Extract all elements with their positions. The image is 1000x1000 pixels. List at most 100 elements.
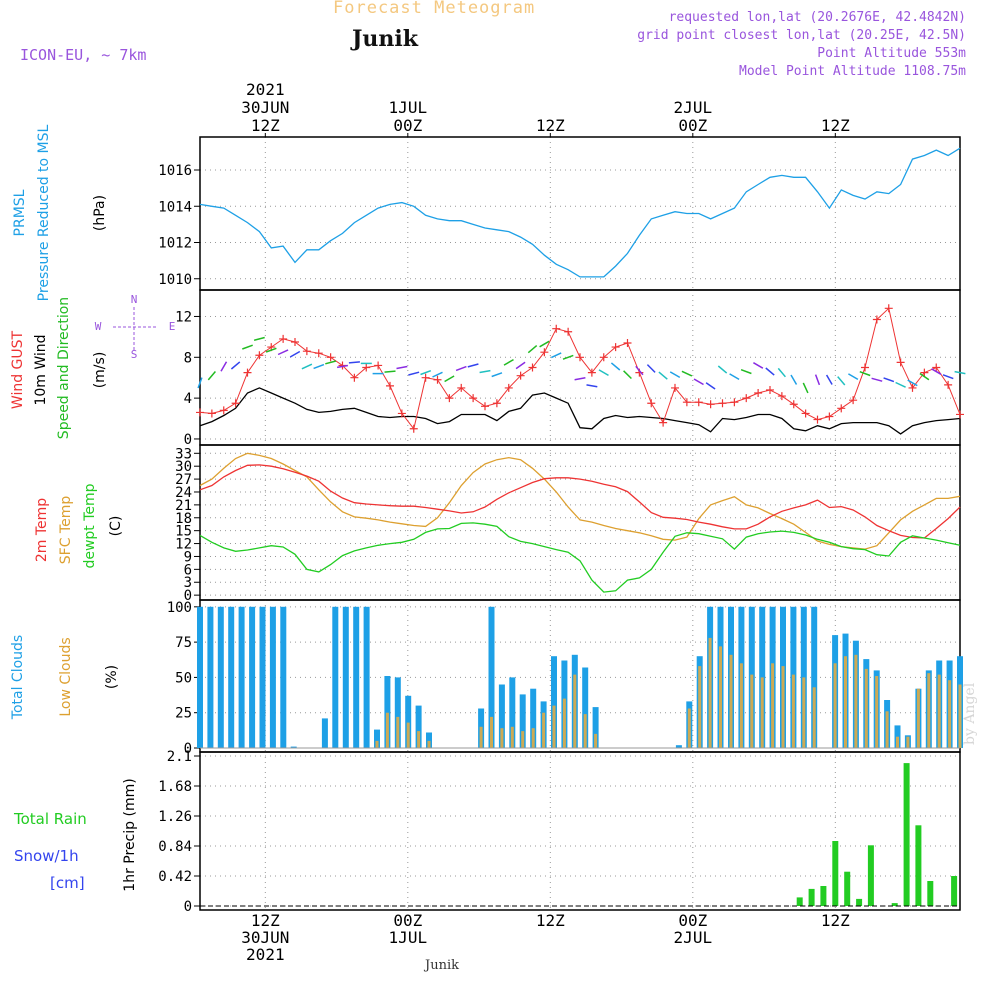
gust-marker bbox=[694, 398, 703, 407]
gust-marker bbox=[896, 358, 905, 367]
gust-marker bbox=[825, 412, 834, 421]
precip-frame bbox=[199, 751, 961, 911]
gust-marker bbox=[469, 394, 478, 403]
total-cloud-bar bbox=[498, 684, 505, 748]
pressure-ytick-label: 1012 bbox=[158, 236, 192, 252]
gust-marker bbox=[766, 385, 774, 394]
wind-barb bbox=[586, 384, 598, 388]
wind-barb bbox=[635, 365, 644, 376]
bottom-axis-label: 12Z bbox=[251, 911, 280, 930]
total-cloud-bar bbox=[269, 606, 276, 748]
total-cloud-bar bbox=[321, 718, 328, 748]
gust-marker bbox=[504, 383, 513, 392]
total-cloud-bar bbox=[415, 705, 422, 748]
wind-barb bbox=[883, 377, 895, 383]
wind-barb bbox=[658, 371, 668, 380]
total-cloud-bar bbox=[228, 606, 235, 748]
clouds-ytick-label: 50 bbox=[175, 670, 192, 686]
temperature-ytick-label: 9 bbox=[184, 549, 192, 565]
gust-marker bbox=[302, 347, 311, 356]
top-axis-label: 30JUN bbox=[241, 98, 289, 117]
low-cloud-bar bbox=[781, 666, 785, 748]
low-cloud-bar bbox=[948, 680, 952, 748]
gust-marker bbox=[552, 324, 561, 333]
wind-barb bbox=[348, 361, 360, 364]
low-cloud-bar bbox=[854, 654, 858, 748]
pressure-label: PRMSL bbox=[12, 189, 28, 236]
wind-barb bbox=[895, 381, 906, 388]
total-cloud-bar bbox=[426, 732, 432, 748]
total-cloud-bar bbox=[249, 606, 256, 748]
bottom-axis-label: 2JUL bbox=[674, 928, 713, 947]
total-cloud-bar bbox=[509, 677, 516, 748]
wind-barb bbox=[753, 362, 764, 369]
wind-barb bbox=[705, 382, 716, 390]
low-cloud-bar bbox=[760, 677, 764, 748]
wind-barb bbox=[574, 377, 586, 381]
gust-marker bbox=[516, 371, 525, 380]
snow-unit-label: [cm] bbox=[50, 874, 85, 892]
low-cloud-bar bbox=[417, 731, 421, 748]
wind-barb bbox=[598, 369, 609, 377]
gust-marker bbox=[433, 375, 442, 384]
low-cloud-bar bbox=[708, 637, 712, 748]
precip-bar bbox=[820, 886, 827, 906]
total-cloud-bar bbox=[675, 745, 682, 748]
wind-barb bbox=[610, 362, 621, 371]
wind-barb bbox=[491, 372, 503, 378]
clouds-ytick-label: 100 bbox=[167, 600, 192, 616]
total-cloud-bar bbox=[488, 606, 495, 748]
low-cloud-bar bbox=[791, 674, 795, 748]
wind-barb bbox=[503, 358, 514, 366]
low-cloud-bar bbox=[562, 698, 566, 748]
gust-marker bbox=[944, 380, 953, 389]
precip-ytick-label: 0.84 bbox=[158, 839, 192, 855]
gust-marker bbox=[291, 337, 299, 346]
low-cloud-bar bbox=[802, 677, 806, 748]
wind-barb bbox=[931, 368, 942, 375]
pressure-ytick-label: 1010 bbox=[158, 272, 192, 288]
wind-barb bbox=[230, 361, 241, 370]
temperature-ytick-label: 12 bbox=[175, 537, 192, 553]
wind-barb bbox=[325, 360, 337, 365]
total-cloud-bar bbox=[394, 677, 401, 748]
pressure-frame bbox=[199, 136, 961, 291]
pressure-ytick-label: 1016 bbox=[158, 163, 192, 179]
pressure-ytick-label: 1014 bbox=[158, 199, 192, 215]
low-cloud-bar bbox=[510, 726, 514, 748]
low-cloud-label: Low Clouds bbox=[58, 637, 74, 716]
total-cloud-bar bbox=[374, 729, 380, 748]
precip-ytick-label: 2.1 bbox=[167, 749, 192, 765]
pressure-unit: (hPa) bbox=[92, 195, 108, 231]
gust-marker bbox=[956, 410, 964, 419]
clouds-ytick-label: 0 bbox=[184, 741, 192, 757]
bottom-axis-label: 00Z bbox=[678, 911, 707, 930]
footer-location: Junik bbox=[425, 958, 459, 973]
gust-marker bbox=[884, 304, 893, 313]
gust-marker bbox=[599, 353, 608, 362]
bottom-axis-label: 12Z bbox=[821, 911, 850, 930]
gust-marker bbox=[932, 363, 941, 372]
gust-marker bbox=[742, 394, 751, 403]
gust-marker bbox=[789, 400, 798, 409]
total-cloud-bar bbox=[519, 694, 526, 748]
total-cloud-bar bbox=[363, 606, 370, 748]
low-cloud-bar bbox=[427, 740, 431, 748]
gust-label: Wind GUST bbox=[10, 330, 26, 409]
bottom-axis-label: 2021 bbox=[246, 945, 285, 964]
top-axis-label: 2021 bbox=[246, 80, 285, 99]
temperature-ytick-label: 0 bbox=[184, 588, 192, 604]
gust-marker bbox=[409, 424, 418, 433]
compass-label: N bbox=[131, 293, 138, 306]
pressure-label: Pressure Reduced to MSL bbox=[36, 124, 52, 301]
temperature-ytick-label: 33 bbox=[175, 446, 192, 462]
total-cloud-bar bbox=[259, 606, 266, 748]
top-axis-label: 1JUL bbox=[389, 98, 428, 117]
temp-unit: (C) bbox=[108, 516, 124, 537]
wind-barb bbox=[207, 371, 216, 381]
gust-marker bbox=[196, 408, 204, 417]
gust-marker bbox=[861, 363, 869, 372]
wind-barb bbox=[455, 365, 467, 372]
total-cloud-bar bbox=[353, 606, 360, 748]
